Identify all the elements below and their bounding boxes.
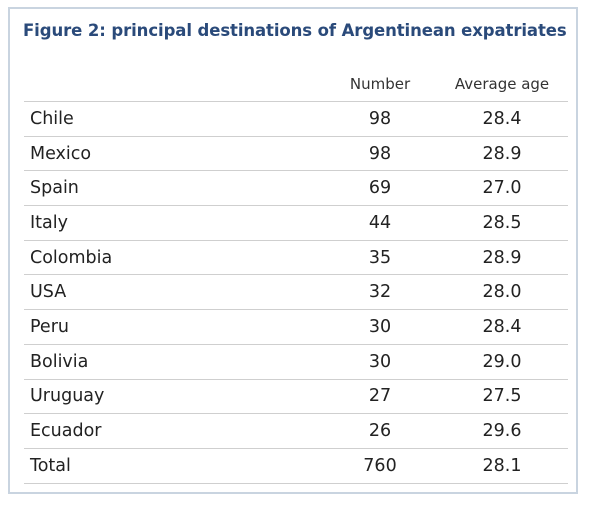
cell-average-age: 28.4 xyxy=(436,101,568,137)
row-label: Uruguay xyxy=(24,379,324,415)
row-label: USA xyxy=(24,274,324,311)
header-number: Number xyxy=(324,67,436,102)
header-average-age: Average age xyxy=(436,67,568,102)
cell-average-age: 28.5 xyxy=(436,205,568,241)
row-label: Total xyxy=(24,448,324,484)
cell-average-age: 28.0 xyxy=(436,274,568,311)
cell-average-age: 28.9 xyxy=(436,136,568,172)
header-row: Number Average age xyxy=(24,67,568,102)
row-label: Mexico xyxy=(24,136,324,172)
cell-number: 32 xyxy=(324,274,436,311)
cell-number: 35 xyxy=(324,240,436,276)
table-row: Italy 44 28.5 xyxy=(24,205,568,241)
row-label: Peru xyxy=(24,309,324,345)
cell-average-age: 29.0 xyxy=(436,344,568,380)
data-table: Number Average age Chile 98 28.4 Mexico 98 28… xyxy=(24,67,568,484)
row-label: Chile xyxy=(24,101,324,137)
cell-average-age: 28.4 xyxy=(436,309,568,345)
table-row: Bolivia 30 29.0 xyxy=(24,344,568,380)
row-label: Spain xyxy=(24,170,324,207)
cell-number: 98 xyxy=(324,136,436,172)
table-row: Ecuador 26 29.6 xyxy=(24,413,568,449)
table-row: Mexico 98 28.9 xyxy=(24,136,568,172)
cell-average-age: 27.5 xyxy=(436,379,568,415)
table-row: Uruguay 27 27.5 xyxy=(24,379,568,415)
table-row: Spain 69 27.0 xyxy=(24,170,568,207)
row-label: Ecuador xyxy=(24,413,324,449)
cell-number: 44 xyxy=(324,205,436,241)
header-label xyxy=(24,67,324,102)
cell-number: 98 xyxy=(324,101,436,137)
cell-average-age: 29.6 xyxy=(436,413,568,449)
row-label: Bolivia xyxy=(24,344,324,380)
row-label: Italy xyxy=(24,205,324,241)
figure-title: Figure 2: principal destinations of Arge… xyxy=(23,21,567,40)
table-row: Colombia 35 28.9 xyxy=(24,240,568,276)
cell-average-age: 27.0 xyxy=(436,170,568,207)
table-body: Chile 98 28.4 Mexico 98 28.9 Spain 69 27.0 Italy 4… xyxy=(24,101,568,484)
table-row: USA 32 28.0 xyxy=(24,274,568,311)
cell-number: 760 xyxy=(324,448,436,484)
table-row: Peru 30 28.4 xyxy=(24,309,568,345)
cell-number: 69 xyxy=(324,170,436,207)
cell-average-age: 28.9 xyxy=(436,240,568,276)
cell-number: 30 xyxy=(324,309,436,345)
cell-average-age: 28.1 xyxy=(436,448,568,484)
table-row: Total 760 28.1 xyxy=(24,448,568,484)
figure-frame: Figure 2: principal destinations of Arge… xyxy=(8,7,578,494)
cell-number: 26 xyxy=(324,413,436,449)
cell-number: 30 xyxy=(324,344,436,380)
table-row: Chile 98 28.4 xyxy=(24,101,568,137)
cell-number: 27 xyxy=(324,379,436,415)
row-label: Colombia xyxy=(24,240,324,276)
